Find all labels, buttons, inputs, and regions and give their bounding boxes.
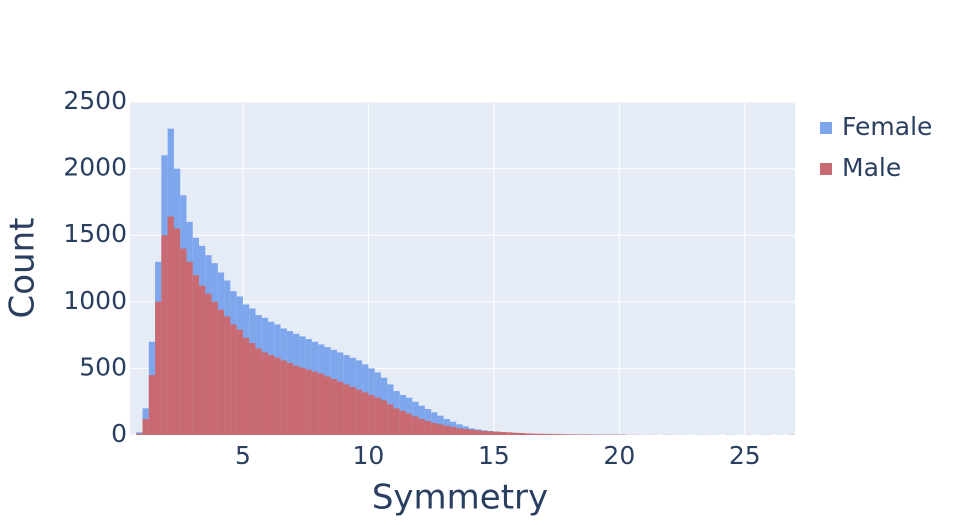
histogram-bar [192, 275, 200, 435]
histogram-bar [387, 404, 394, 435]
histogram-bar [399, 411, 407, 435]
histogram-bar [349, 387, 356, 435]
histogram-bar [205, 293, 212, 435]
x-tick-label: 20 [603, 441, 635, 470]
y-tick-label: 2500 [63, 86, 127, 115]
histogram-bar [531, 433, 538, 435]
histogram-bar [475, 430, 482, 435]
histogram-bar [393, 408, 400, 435]
histogram-bar [569, 434, 576, 435]
histogram-bar [255, 348, 262, 435]
histogram-bar [148, 375, 156, 435]
legend-swatch [820, 122, 832, 134]
histogram-bar [500, 432, 507, 435]
histogram-bar [562, 434, 570, 435]
histogram-bar [368, 395, 375, 435]
histogram-bar [299, 367, 306, 435]
x-axis-title: Symmetry [372, 478, 548, 518]
histogram-bar [581, 434, 588, 435]
histogram-bar [544, 433, 551, 435]
histogram-bar [481, 431, 488, 435]
histogram-bar [362, 392, 369, 435]
histogram-bar [525, 433, 532, 435]
histogram-bar [443, 425, 450, 435]
histogram-bar [249, 343, 256, 435]
histogram-bar [412, 416, 419, 435]
histogram-bar [142, 419, 149, 435]
histogram-bar [324, 376, 331, 435]
histogram-bar [550, 434, 557, 435]
histogram-bar [161, 235, 168, 435]
histogram-bar [268, 355, 275, 435]
histogram-bar [224, 316, 231, 435]
histogram-bar [418, 419, 425, 435]
histogram-bar [355, 389, 363, 435]
histogram-bar [337, 381, 344, 435]
histogram-bar [537, 433, 545, 435]
histogram-bar [431, 423, 438, 435]
histogram-bar [242, 337, 250, 435]
histogram-bar [456, 428, 463, 435]
histogram-bar [261, 352, 269, 435]
histogram-bar [468, 429, 476, 435]
histogram-bar [293, 365, 300, 435]
histogram-bar [230, 324, 237, 435]
x-tick-label: 25 [729, 441, 761, 470]
histogram-bar [173, 228, 181, 435]
legend-swatch [820, 163, 832, 175]
y-tick-label: 2000 [63, 153, 127, 182]
x-tick-label: 10 [352, 441, 384, 470]
histogram-bar [330, 379, 338, 435]
x-tick-label: 15 [478, 441, 510, 470]
histogram-bar [424, 421, 432, 435]
histogram-bar [311, 371, 319, 435]
histogram-bar [199, 285, 206, 435]
histogram-bar [274, 357, 281, 435]
histogram-bar [449, 427, 457, 435]
y-tick-label: 1500 [63, 219, 127, 248]
histogram-bar [380, 400, 388, 435]
histogram-bar [186, 261, 193, 435]
histogram-bar [512, 432, 519, 435]
histogram-bar [180, 248, 187, 435]
histogram-bar [286, 363, 294, 435]
y-tick-label: 1000 [63, 286, 127, 315]
histogram-bar [493, 431, 501, 435]
histogram-bar [217, 309, 225, 435]
histogram-bar [318, 373, 325, 435]
histogram-bar [280, 360, 287, 435]
histogram-bar [374, 397, 381, 435]
histogram-bar [462, 429, 469, 435]
histogram-bar [406, 413, 413, 435]
histogram-bar [556, 434, 563, 435]
legend-label: Male [842, 153, 901, 182]
y-axis-title: Count [3, 218, 43, 319]
histogram-bar [518, 433, 526, 435]
y-tick-label: 500 [79, 352, 127, 381]
histogram-bar [211, 301, 218, 435]
histogram-bar [236, 329, 243, 435]
histogram-bar [587, 434, 595, 435]
histogram-bar [437, 424, 444, 435]
histogram-bar [305, 369, 312, 435]
y-tick-label: 0 [111, 419, 127, 448]
x-tick-label: 5 [235, 441, 251, 470]
histogram-bar [136, 433, 143, 435]
histogram-bar [167, 216, 174, 435]
histogram-bar [575, 434, 582, 435]
histogram-bar [343, 384, 350, 435]
histogram-bar [487, 431, 494, 435]
legend-label: Female [842, 112, 932, 141]
histogram-bar [155, 301, 162, 435]
histogram-bar [506, 432, 513, 435]
